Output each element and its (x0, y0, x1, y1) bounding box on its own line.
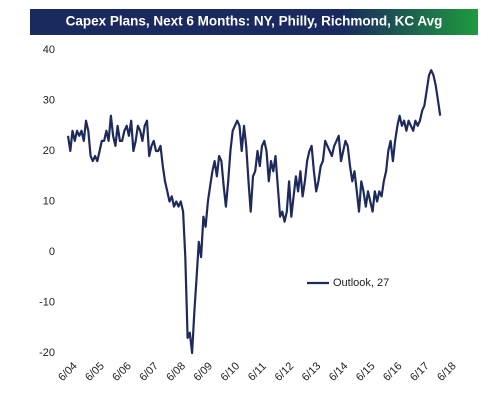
y-tick-label: -10 (39, 296, 55, 308)
x-tick-label: 6/07 (137, 360, 161, 384)
chart-title: Capex Plans, Next 6 Months: NY, Philly, … (66, 14, 443, 29)
x-tick-label: 6/10 (219, 360, 243, 384)
x-tick-label: 6/11 (246, 360, 269, 383)
x-tick-label: 6/14 (327, 360, 351, 384)
x-tick-label: 6/16 (381, 360, 405, 384)
x-tick-label: 6/15 (354, 360, 378, 384)
title-bar (30, 9, 478, 35)
legend-label: Outlook, 27 (333, 277, 389, 289)
y-tick-label: 20 (43, 145, 55, 157)
x-tick-label: 6/06 (110, 360, 134, 384)
y-tick-label: 0 (49, 246, 55, 258)
y-tick-label: 40 (43, 44, 55, 56)
y-tick-label: 10 (43, 195, 55, 207)
x-tick-label: 6/12 (273, 360, 297, 384)
x-tick-label: 6/05 (83, 360, 107, 384)
x-tick-label: 6/13 (300, 360, 324, 384)
x-tick-label: 6/17 (408, 360, 432, 384)
y-tick-label: -20 (39, 347, 55, 359)
x-tick-label: 6/04 (56, 360, 80, 384)
x-tick-label: 6/08 (164, 360, 188, 384)
x-tick-label: 6/09 (191, 360, 215, 384)
x-tick-label: 6/18 (435, 360, 459, 384)
line-series (66, 69, 442, 355)
y-tick-label: 30 (43, 94, 55, 106)
